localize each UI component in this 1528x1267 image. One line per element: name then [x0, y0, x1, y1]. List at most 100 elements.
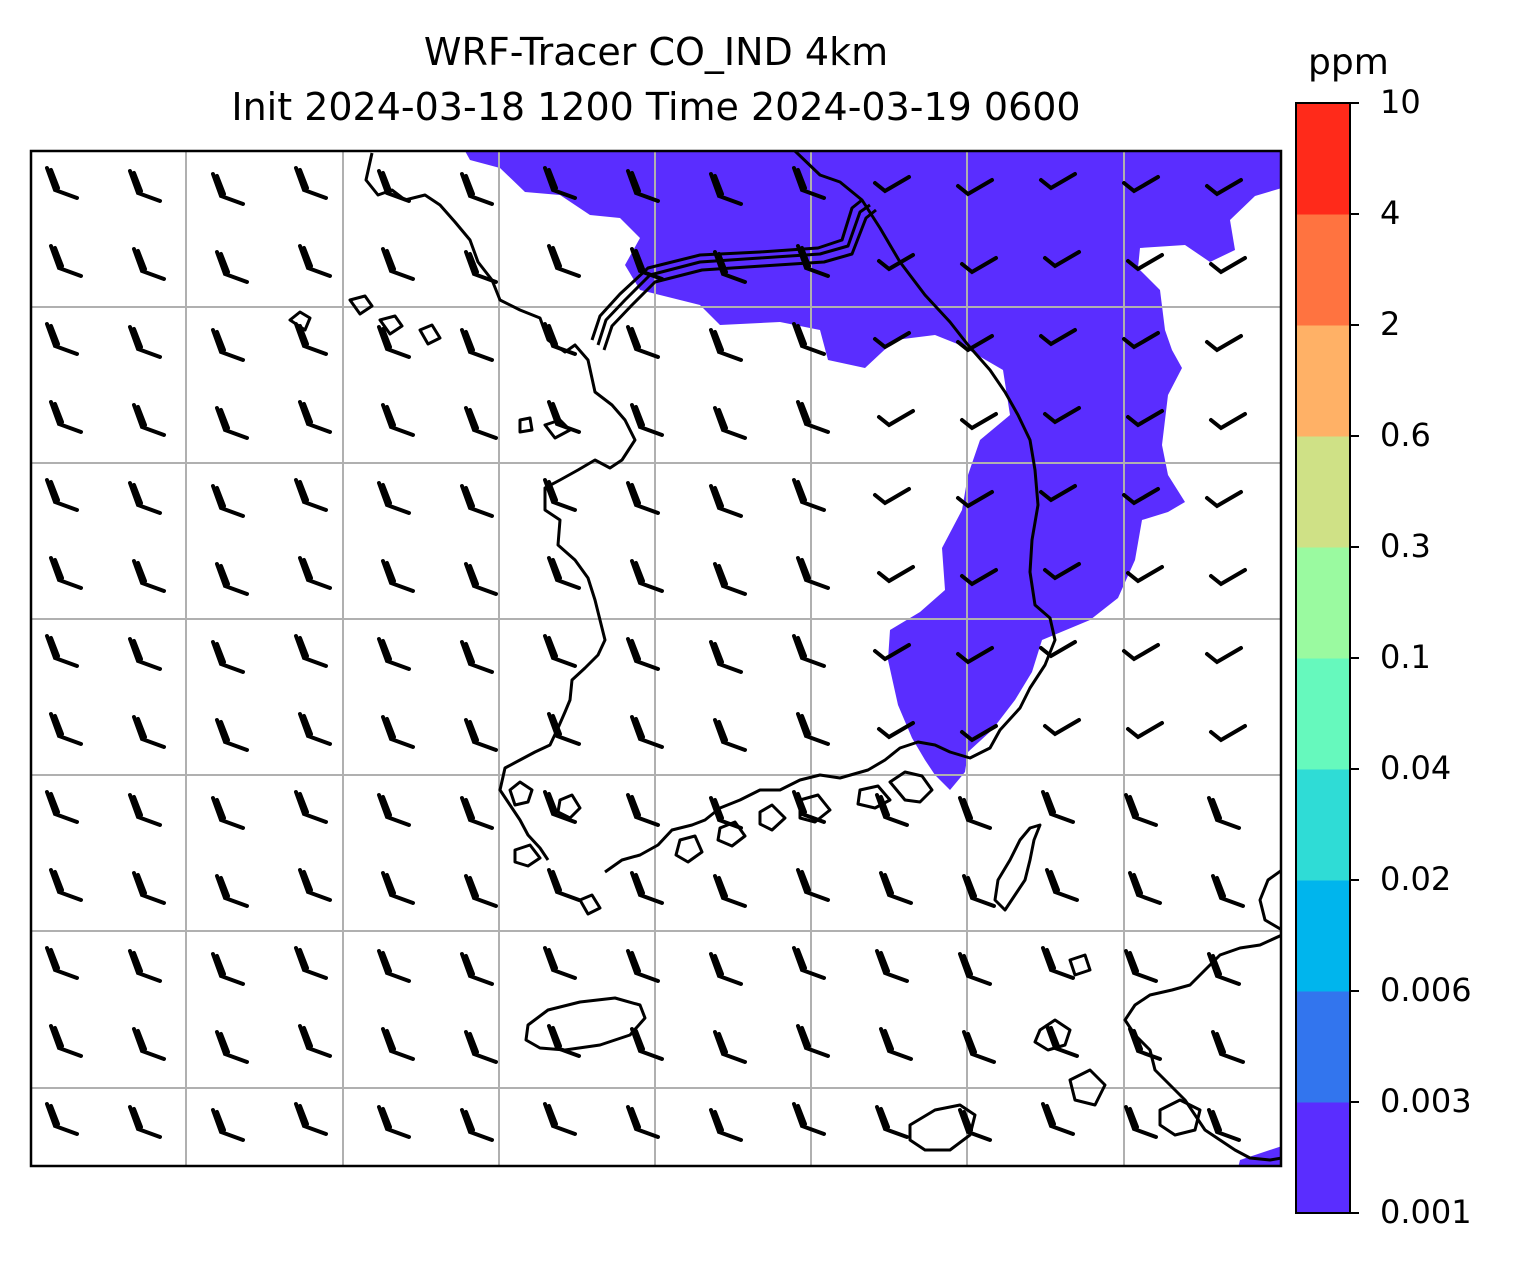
- colorbar-segment: [1296, 769, 1350, 881]
- colorbar-segment: [1296, 991, 1350, 1103]
- map-title-line1: WRF-Tracer CO_IND 4km: [423, 30, 889, 74]
- wind-barb: [460, 172, 494, 206]
- wind-barb: [1205, 490, 1243, 509]
- wind-barb: [543, 322, 577, 356]
- wind-barb: [792, 1102, 826, 1136]
- wind-barb: [49, 556, 83, 590]
- colorbar-segment: [1296, 658, 1350, 770]
- wind-barb: [958, 1108, 992, 1142]
- wind-barb: [1039, 172, 1077, 191]
- wind-barb: [298, 712, 332, 746]
- wind-barb: [962, 874, 996, 908]
- wind-barb: [792, 166, 826, 200]
- wind-barb: [460, 1108, 494, 1142]
- wind-barb: [956, 334, 994, 353]
- wind-barb: [298, 1024, 332, 1058]
- wind-barb: [792, 790, 826, 824]
- wind-barb: [381, 247, 415, 281]
- wind-barb: [464, 250, 498, 284]
- wind-barb: [1126, 565, 1164, 584]
- wind-barb: [45, 322, 79, 356]
- wind-barb: [792, 946, 826, 980]
- wind-barb: [1045, 868, 1079, 902]
- wind-barb: [294, 478, 328, 512]
- wind-barb: [1209, 412, 1247, 431]
- wind-barb: [875, 793, 909, 827]
- wind-barb: [713, 1030, 747, 1064]
- colorbar-tick-label: 4: [1380, 194, 1401, 232]
- wind-barb: [294, 634, 328, 668]
- wind-barb: [956, 646, 994, 665]
- wind-barb: [1039, 328, 1077, 347]
- wind-barb: [45, 478, 79, 512]
- north-coast-detail: [288, 294, 442, 346]
- wind-barb: [215, 1030, 249, 1064]
- wind-barb: [543, 1102, 577, 1136]
- wind-barb: [1043, 250, 1081, 269]
- wind-barb: [792, 634, 826, 668]
- wind-barb: [626, 793, 660, 827]
- wind-barb: [796, 556, 830, 590]
- wind-barb: [132, 715, 166, 749]
- wind-barb: [1122, 175, 1160, 194]
- wind-barb: [713, 718, 747, 752]
- colorbar-segment: [1296, 1102, 1350, 1214]
- wind-barb: [460, 796, 494, 830]
- colorbar-segment: [1296, 325, 1350, 437]
- japan-islands: [908, 868, 1281, 1152]
- wind-barb: [792, 322, 826, 356]
- wind-barb: [547, 556, 581, 590]
- wind-barb: [547, 400, 581, 434]
- wind-barb: [128, 169, 162, 203]
- wind-barb: [128, 325, 162, 359]
- wind-barb: [49, 868, 83, 902]
- wind-barb: [630, 247, 664, 281]
- wind-barb: [128, 637, 162, 671]
- wind-barb: [45, 946, 79, 980]
- wind-barb: [796, 400, 830, 434]
- wind-barb: [543, 166, 577, 200]
- wind-barb: [1207, 1108, 1241, 1142]
- wind-barb: [713, 250, 747, 284]
- wind-barb: [381, 559, 415, 593]
- wind-barb: [709, 796, 743, 830]
- wind-barb: [294, 1102, 328, 1136]
- wind-barb: [630, 715, 664, 749]
- wind-barb: [709, 484, 743, 518]
- colorbar-tick-label: 0.1: [1380, 638, 1431, 676]
- wind-barb: [294, 322, 328, 356]
- wind-barb: [460, 952, 494, 986]
- wind-barb: [630, 1027, 664, 1061]
- map-title-line2: Init 2024-03-18 1200 Time 2024-03-19 060…: [231, 85, 1081, 129]
- wind-barb: [879, 871, 913, 905]
- wind-barb: [796, 1024, 830, 1058]
- wind-barb: [1041, 790, 1075, 824]
- colorbar-tick-label: 10: [1380, 83, 1421, 121]
- wind-barb: [377, 637, 411, 671]
- wind-barb: [377, 1105, 411, 1139]
- wind-barb: [1045, 1024, 1079, 1058]
- wind-barb: [792, 478, 826, 512]
- wind-barb: [298, 556, 332, 590]
- wind-barb: [1124, 793, 1158, 827]
- wind-barb: [1043, 562, 1081, 581]
- colorbar-tick-label: 0.02: [1380, 860, 1452, 898]
- wind-barb: [45, 790, 79, 824]
- wind-barb: [630, 403, 664, 437]
- colorbar-segment: [1296, 103, 1350, 215]
- wind-barb: [547, 868, 581, 902]
- wind-barb: [626, 481, 660, 515]
- wind-barb: [215, 250, 249, 284]
- wind-barb: [294, 790, 328, 824]
- wind-barb: [377, 169, 411, 203]
- wind-barb: [626, 949, 660, 983]
- wind-barb: [45, 1102, 79, 1136]
- wind-barb: [547, 712, 581, 746]
- wind-barb: [547, 1024, 581, 1058]
- south-islands: [674, 770, 934, 864]
- tsushima-island: [993, 823, 1042, 912]
- wind-barb: [128, 1105, 162, 1139]
- wind-barb: [877, 409, 915, 428]
- wind-barb: [298, 400, 332, 434]
- wind-barb: [1039, 640, 1077, 659]
